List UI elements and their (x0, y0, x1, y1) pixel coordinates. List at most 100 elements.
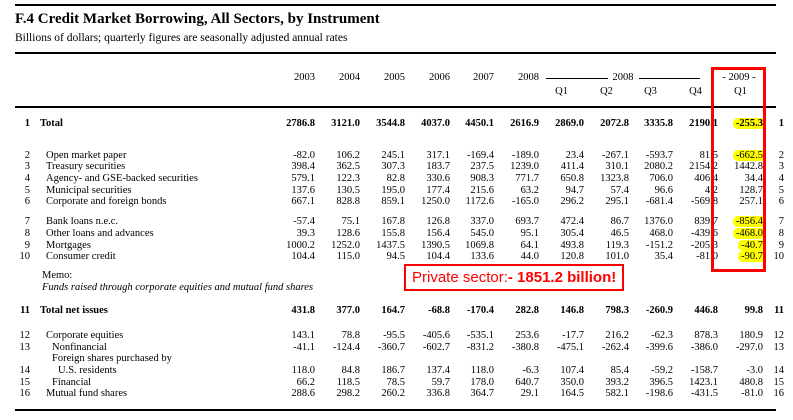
row-label: Mutual fund shares (46, 388, 128, 400)
cell-value: -662.5 (732, 149, 766, 161)
cell-value: 282.8 (515, 305, 539, 317)
cell-value: 104.4 (291, 251, 315, 263)
cell-2008-Q2: 101.0 (569, 251, 629, 263)
cell-value: 39.3 (296, 227, 315, 239)
cell-value: 1376.0 (644, 216, 673, 228)
cell-2008-Q3: 468.0 (613, 228, 673, 240)
cell-value: 257.1 (739, 196, 763, 208)
cell-2009-Q1: 128.7 (703, 185, 763, 197)
cell-2008-Q1: 350.0 (524, 377, 584, 389)
cell-2008: 771.7 (479, 173, 539, 185)
cell-value: -468.0 (732, 227, 766, 239)
cell-value: 44.0 (520, 251, 539, 263)
cell-2007: 215.6 (434, 185, 494, 197)
page-title: F.4 Credit Market Borrowing, All Sectors… (15, 11, 380, 27)
cell-value: 78.8 (341, 329, 360, 341)
row-label: Corporate equities (46, 329, 124, 341)
group-line-right (638, 77, 700, 79)
cell-value: 164.5 (560, 388, 584, 400)
cell-value: 46.5 (610, 227, 629, 239)
cell-2005: 3544.8 (345, 118, 405, 130)
cell-value: -41.1 (293, 341, 315, 353)
cell-2008-Q4: -81.0 (658, 251, 718, 263)
cell-2008-Q2: -262.4 (569, 342, 629, 354)
cell-value: 1069.8 (465, 239, 494, 251)
col-header-2008-q1: Q1 (555, 86, 568, 97)
cell-2008: 1239.0 (479, 161, 539, 173)
cell-value: 180.9 (739, 329, 763, 341)
row-label: Total (40, 118, 63, 129)
cell-2007: 133.6 (434, 251, 494, 263)
cell-value: 350.0 (560, 376, 584, 388)
cell-value: 878.3 (694, 329, 718, 341)
cell-2008-Q1: 305.4 (524, 228, 584, 240)
cell-2007: -831.2 (434, 342, 494, 354)
divider (15, 52, 776, 54)
cell-value: -602.7 (422, 341, 450, 353)
cell-value: 118.0 (291, 365, 315, 376)
cell-2006: 177.4 (390, 185, 450, 197)
cell-value: 2154.2 (689, 161, 718, 173)
cell-2007: 4450.1 (434, 118, 494, 130)
cell-value: 1239.0 (510, 161, 539, 173)
cell-2007: 178.0 (434, 377, 494, 389)
cell-2008-Q4: -439.6 (658, 228, 718, 240)
cell-value: 216.2 (605, 329, 629, 341)
cell-2008: 693.7 (479, 216, 539, 228)
cell-value: 57.4 (610, 184, 629, 196)
cell-2003: 398.4 (255, 161, 315, 173)
cell-2006: -405.6 (390, 330, 450, 342)
cell-value: 362.5 (336, 161, 360, 173)
row-number-right: 2 (778, 149, 784, 161)
cell-value: 118.5 (336, 376, 360, 388)
cell-value: 81.5 (699, 149, 718, 161)
cell-value: 183.7 (426, 161, 450, 173)
cell-2008: -380.8 (479, 342, 539, 354)
cell-2008-Q1: 411.4 (524, 161, 584, 173)
cell-value: 446.8 (694, 305, 718, 317)
cell-2006: 59.7 (390, 377, 450, 389)
cell-value: -535.1 (466, 329, 494, 341)
cell-value: 167.8 (381, 216, 405, 228)
cell-value: -255.3 (732, 118, 766, 129)
cell-value: 493.8 (560, 239, 584, 251)
row-number-right: 4 (778, 173, 784, 185)
cell-2008-Q1: 493.8 (524, 240, 584, 252)
cell-2004: 377.0 (300, 305, 360, 317)
cell-value: -82.0 (293, 149, 315, 161)
cell-value: 64.1 (520, 239, 539, 251)
cell-value: 2786.8 (286, 118, 315, 129)
cell-value: 1437.5 (376, 239, 405, 251)
cell-2008-Q3: 96.6 (613, 185, 673, 197)
row-label: Total net issues (40, 305, 108, 317)
cell-value: -81.0 (696, 251, 718, 263)
table-body: 1 Total 2786.8 3121.0 3544.8 4037.0 4450.1 2616… (0, 112, 793, 400)
cell-value: 35.4 (654, 251, 673, 263)
cell-2009-Q1: -856.4 (703, 216, 766, 228)
cell-value: 396.5 (649, 376, 673, 388)
cell-2008-Q2: 46.5 (569, 228, 629, 240)
cell-value: 839.7 (694, 216, 718, 228)
cell-2006: 126.8 (390, 216, 450, 228)
cell-value: 253.6 (515, 329, 539, 341)
cell-2008-Q3: -198.6 (613, 388, 673, 400)
cell-value: 828.8 (336, 196, 360, 208)
cell-value: 177.4 (426, 184, 450, 196)
cell-value: 693.7 (515, 216, 539, 228)
cell-value: 104.4 (426, 251, 450, 263)
row-label: Other loans and advances (46, 227, 154, 239)
cell-2007: 1172.6 (434, 196, 495, 208)
cell-value: 86.7 (610, 216, 629, 228)
cell-value: 178.0 (470, 376, 494, 388)
cell-value: 317.1 (426, 149, 450, 161)
table-row: 14 U.S. residents 118.0 84.8 186.7 137.4 118.0… (0, 365, 793, 377)
cell-2004: 78.8 (300, 330, 360, 342)
table-row: 16 Mutual fund shares 288.6 298.2 260.2 336.8… (0, 388, 793, 400)
cell-2003: 137.6 (255, 185, 315, 197)
cell-2008-Q4: -205.3 (658, 240, 718, 252)
cell-2005: 195.0 (345, 185, 405, 197)
cell-value: -681.4 (645, 196, 673, 208)
cell-2009-Q1: -468.0 (703, 227, 766, 240)
column-group-2008-label: 2008 (612, 72, 634, 83)
cell-value: 3335.8 (644, 118, 673, 129)
